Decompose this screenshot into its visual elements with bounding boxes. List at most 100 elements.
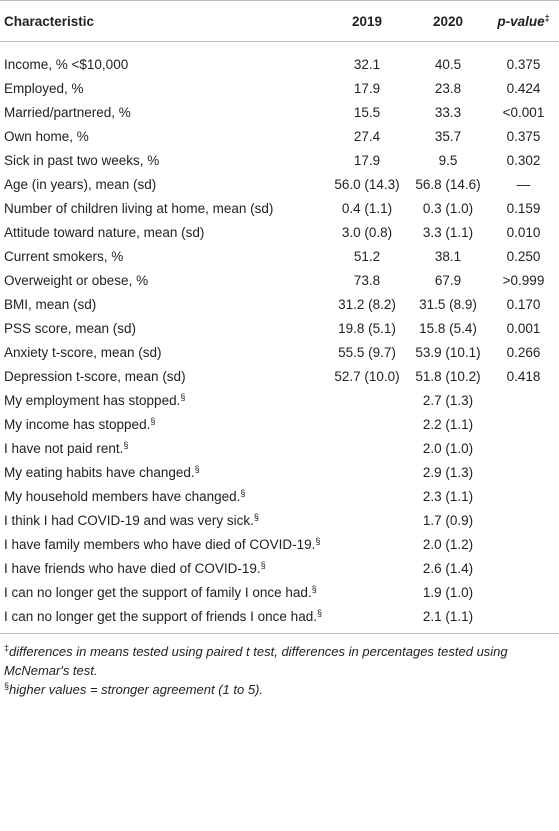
characteristic: Anxiety t-score, mean (sd) <box>4 345 162 360</box>
footnote-mark: § <box>180 392 186 402</box>
table-row: PSS score, mean (sd) 19.8 (5.1) 15.8 (5.4)… <box>0 317 559 341</box>
cell-value: 56.0 (14.3) <box>334 177 400 192</box>
characteristic-cell: I have friends who have died of COVID-19… <box>0 557 326 581</box>
cell-value: 3.0 (0.8) <box>341 225 393 240</box>
characteristic: Current smokers, % <box>4 249 124 264</box>
value-cell: 2.1 (1.1) <box>408 604 488 634</box>
value-cell <box>488 461 559 485</box>
cell-value: 19.8 (5.1) <box>338 321 396 336</box>
characteristic: Married/partnered, % <box>4 105 131 120</box>
cell-value: 1.9 (1.0) <box>422 585 474 600</box>
characteristic-cell: Current smokers, % <box>0 245 326 269</box>
characteristic: I can no longer get the support of frien… <box>4 609 317 624</box>
header-cell: 2020 <box>408 0 488 42</box>
footnote-mark: § <box>150 416 156 426</box>
header-cell: 2019 <box>326 0 408 42</box>
cell-value: 0.001 <box>506 321 541 336</box>
table-row: Married/partnered, % 15.5 33.3 <0.001 <box>0 101 559 125</box>
value-cell: 2.6 (1.4) <box>408 557 488 581</box>
cell-value: 0.159 <box>506 201 541 216</box>
characteristic: My eating habits have changed. <box>4 465 195 480</box>
table-row: Sick in past two weeks, % 17.9 9.5 0.302 <box>0 149 559 173</box>
value-cell <box>326 413 408 437</box>
value-cell: 15.8 (5.4) <box>408 317 488 341</box>
value-cell: 17.9 <box>326 77 408 101</box>
value-cell <box>326 485 408 509</box>
characteristic: Number of children living at home, mean … <box>4 201 274 216</box>
cell-value: 52.7 (10.0) <box>334 369 400 384</box>
table-header: Characteristic 2019 2020 p-value‡ <box>0 0 559 42</box>
value-cell: >0.999 <box>488 269 559 293</box>
cell-value: 40.5 <box>434 57 462 72</box>
table-row: I think I had COVID-19 and was very sick… <box>0 509 559 533</box>
table-row: My employment has stopped.§ 2.7 (1.3) <box>0 389 559 413</box>
value-cell: — <box>488 173 559 197</box>
value-cell <box>488 557 559 581</box>
cell-value: >0.999 <box>502 273 545 288</box>
cell-value: 73.8 <box>353 273 381 288</box>
characteristic-cell: Attitude toward nature, mean (sd) <box>0 221 326 245</box>
value-cell <box>488 533 559 557</box>
value-cell: 0.250 <box>488 245 559 269</box>
footnote-mark: § <box>315 536 321 546</box>
value-cell: 31.2 (8.2) <box>326 293 408 317</box>
cell-value: 17.9 <box>353 153 381 168</box>
table-row: I can no longer get the support of famil… <box>0 581 559 605</box>
cell-value: 2.1 (1.1) <box>422 609 474 624</box>
characteristic: My household members have changed. <box>4 489 241 504</box>
characteristic-cell: PSS score, mean (sd) <box>0 317 326 341</box>
cell-value: 2.3 (1.1) <box>422 489 474 504</box>
characteristic: I think I had COVID-19 and was very sick… <box>4 513 254 528</box>
characteristic-cell: Depression t-score, mean (sd) <box>0 365 326 389</box>
characteristic-cell: Married/partnered, % <box>0 101 326 125</box>
cell-value: 35.7 <box>434 129 462 144</box>
value-cell: 73.8 <box>326 269 408 293</box>
cell-value: 2.9 (1.3) <box>422 465 474 480</box>
value-cell: 56.8 (14.6) <box>408 173 488 197</box>
table-row: I can no longer get the support of frien… <box>0 604 559 634</box>
value-cell: 2.7 (1.3) <box>408 389 488 413</box>
value-cell: 0.375 <box>488 42 559 77</box>
value-cell: 3.0 (0.8) <box>326 221 408 245</box>
table-row: Depression t-score, mean (sd) 52.7 (10.0)… <box>0 365 559 389</box>
value-cell <box>326 437 408 461</box>
value-cell: 19.8 (5.1) <box>326 317 408 341</box>
characteristic: My employment has stopped. <box>4 393 181 408</box>
cell-value: — <box>516 177 531 192</box>
characteristic: Own home, % <box>4 129 89 144</box>
cell-value: 56.8 (14.6) <box>415 177 481 192</box>
characteristic: I have friends who have died of COVID-19… <box>4 561 261 576</box>
value-cell <box>326 533 408 557</box>
footnote-text: higher values = stronger agreement (1 to… <box>9 682 264 697</box>
cell-value: 0.3 (1.0) <box>422 201 474 216</box>
value-cell: 55.5 (9.7) <box>326 341 408 365</box>
value-cell: 0.424 <box>488 77 559 101</box>
characteristic-cell: Anxiety t-score, mean (sd) <box>0 341 326 365</box>
header-text: Characteristic <box>4 13 95 29</box>
cell-value: 2.0 (1.0) <box>422 441 474 456</box>
value-cell: 35.7 <box>408 125 488 149</box>
value-cell: 2.9 (1.3) <box>408 461 488 485</box>
characteristic: Overweight or obese, % <box>4 273 149 288</box>
table-row: Attitude toward nature, mean (sd) 3.0 (0.… <box>0 221 559 245</box>
value-cell: 0.010 <box>488 221 559 245</box>
table-row: I have family members who have died of C… <box>0 533 559 557</box>
footnote: §higher values = stronger agreement (1 t… <box>4 680 555 699</box>
characteristic-cell: Own home, % <box>0 125 326 149</box>
value-cell: 2.2 (1.1) <box>408 413 488 437</box>
value-cell: 0.3 (1.0) <box>408 197 488 221</box>
cell-value: 2.6 (1.4) <box>422 561 474 576</box>
value-cell: 33.3 <box>408 101 488 125</box>
value-cell: 23.8 <box>408 77 488 101</box>
characteristic: Employed, % <box>4 81 84 96</box>
cell-value: 67.9 <box>434 273 462 288</box>
characteristic: Age (in years), mean (sd) <box>4 177 157 192</box>
characteristic: Sick in past two weeks, % <box>4 153 160 168</box>
table-row: I have not paid rent.§ 2.0 (1.0) <box>0 437 559 461</box>
cell-value: 3.3 (1.1) <box>422 225 474 240</box>
cell-value: 15.8 (5.4) <box>419 321 477 336</box>
cell-value: 55.5 (9.7) <box>338 345 396 360</box>
value-cell: 53.9 (10.1) <box>408 341 488 365</box>
